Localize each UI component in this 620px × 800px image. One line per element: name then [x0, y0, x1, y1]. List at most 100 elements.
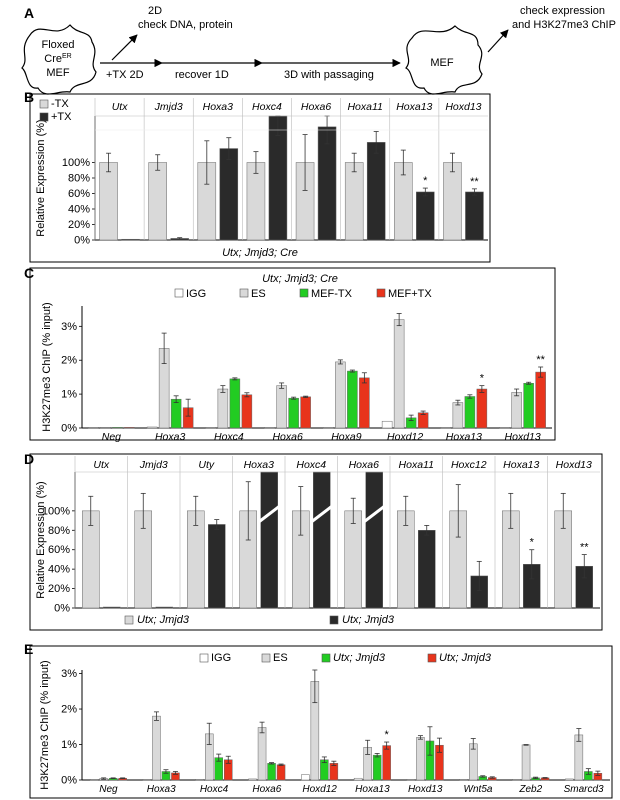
category-label-E: Hoxa6	[252, 784, 281, 795]
bar-C	[535, 371, 546, 429]
category-label-D: Hoxc4	[296, 459, 326, 471]
axis-break-mark-D	[257, 504, 281, 524]
bar-C	[264, 427, 275, 429]
category-label-D: Hoxc12	[451, 459, 487, 471]
category-label-D: Jmjd3	[139, 459, 168, 471]
legend-label-d: Utx; Jmjd3	[137, 614, 190, 626]
legend-swatch-b	[39, 112, 49, 122]
legend-label-e: ES	[273, 652, 288, 664]
bar-E	[301, 774, 310, 781]
branch2-line1: check expression	[520, 5, 605, 17]
category-label-D: Hoxa11	[399, 459, 434, 471]
category-label-B: Hoxd13	[445, 101, 481, 113]
chart-e: IGG ES Utx; Jmjd3 Utx; Jmjd3 0% 1% 2% 3% H3K27me…	[39, 652, 610, 795]
bar-B	[246, 162, 266, 241]
legend-swatch-c	[299, 288, 309, 298]
category-label-E: Zeb2	[518, 784, 542, 795]
bar-D	[365, 471, 383, 609]
bar-D	[313, 471, 331, 609]
panel-d-frame	[29, 453, 603, 631]
legend-label-c: IGG	[186, 288, 206, 300]
category-label-B: Hoxa11	[347, 101, 382, 113]
category-label-E: Wnt5a	[464, 784, 493, 795]
bar-D	[418, 530, 436, 609]
y-tick-label-E: 3%	[61, 668, 77, 680]
chart-c: Utx; Jmjd3; Cre IGG ES MEF-TX MEF+TX 0% 1% 2% 3%…	[41, 273, 552, 443]
category-label-C: Hoxa13	[446, 431, 482, 443]
y-tick-label-B: 60%	[68, 188, 90, 200]
significance-mark-E: *	[385, 729, 390, 741]
bar-C	[440, 427, 452, 429]
legend-swatch-e	[199, 653, 209, 663]
bar-B	[416, 191, 435, 241]
bar-B	[443, 162, 462, 241]
y-tick-label-D: 40%	[48, 564, 70, 576]
category-label-D: Hoxd13	[556, 459, 592, 471]
legend-swatch-b	[39, 99, 49, 109]
y-tick-label-B: 80%	[68, 173, 90, 185]
category-label-C: Hoxd13	[505, 431, 541, 443]
significance-mark-C: **	[536, 354, 545, 366]
step3-label: 3D with passaging	[284, 69, 374, 81]
bar-C	[523, 383, 534, 429]
bar-E	[565, 778, 574, 781]
bar-C	[276, 385, 287, 429]
bar-C	[241, 394, 253, 429]
significance-mark-B: **	[470, 176, 479, 188]
y-tick-label-E: 2%	[61, 704, 77, 716]
category-label-D: Utx	[93, 459, 110, 471]
bar-D	[260, 471, 278, 609]
y-tick-label-C: 3%	[61, 321, 77, 333]
legend-label-e: Utx; Jmjd3	[333, 652, 386, 664]
bar-C	[393, 319, 405, 429]
category-label-E: Smarcd3	[564, 784, 604, 795]
y-tick-label-E: 1%	[61, 739, 77, 751]
y-tick-label-C: 2%	[61, 355, 77, 367]
y-tick-label-D: 80%	[48, 525, 70, 537]
cell1-line2: CreER	[44, 53, 71, 65]
legend-label-c: ES	[251, 288, 266, 300]
arrow-branch	[111, 34, 138, 61]
significance-mark-C: *	[480, 373, 485, 385]
step1-label: +TX 2D	[106, 69, 144, 81]
category-label-C: Hoxc4	[214, 431, 244, 443]
panel-label-a: A	[24, 5, 34, 21]
legend-swatch-e	[261, 653, 271, 663]
legend-swatch-c	[239, 288, 249, 298]
legend-label-d: Utx; Jmjd3	[342, 614, 395, 626]
significance-mark-D: **	[580, 542, 589, 554]
y-tick-label-D: 20%	[48, 583, 70, 595]
panel-e-frame	[29, 645, 613, 799]
bar-C	[511, 392, 522, 429]
category-label-E: Hoxc4	[200, 784, 229, 795]
bar-E	[257, 727, 267, 781]
category-label-B: Hoxa6	[301, 101, 332, 113]
cell1-line3: MEF	[46, 67, 70, 79]
panel-label-d: D	[24, 451, 34, 467]
y-tick-label-B: 0%	[74, 235, 90, 247]
category-label-E: Neg	[99, 784, 118, 795]
category-label-C: Neg	[102, 431, 121, 443]
bar-C	[217, 388, 229, 429]
mef-cell-shape	[405, 25, 483, 95]
bar-D	[344, 510, 362, 609]
y-tick-label-E: 0%	[61, 775, 77, 787]
bar-E	[353, 777, 363, 781]
bar-C	[300, 396, 311, 429]
bar-B	[219, 148, 239, 241]
category-label-B: Hoxa13	[396, 101, 432, 113]
bar-C	[452, 402, 464, 429]
bar-C	[205, 427, 217, 429]
legend-swatch-e	[321, 653, 331, 663]
y-tick-label-D: 100%	[42, 505, 70, 517]
legend-label-e: Utx; Jmjd3	[439, 652, 492, 664]
bar-B	[465, 191, 484, 241]
category-label-B: Hoxa3	[203, 101, 234, 113]
cell1-line1: Floxed	[41, 39, 74, 51]
category-label-D: Hoxa3	[244, 459, 275, 471]
y-axis-label-D: Relative Expression (%)	[35, 481, 47, 598]
bar-C	[347, 370, 358, 429]
y-tick-label-B: 40%	[68, 204, 90, 216]
bar-C	[100, 427, 111, 429]
